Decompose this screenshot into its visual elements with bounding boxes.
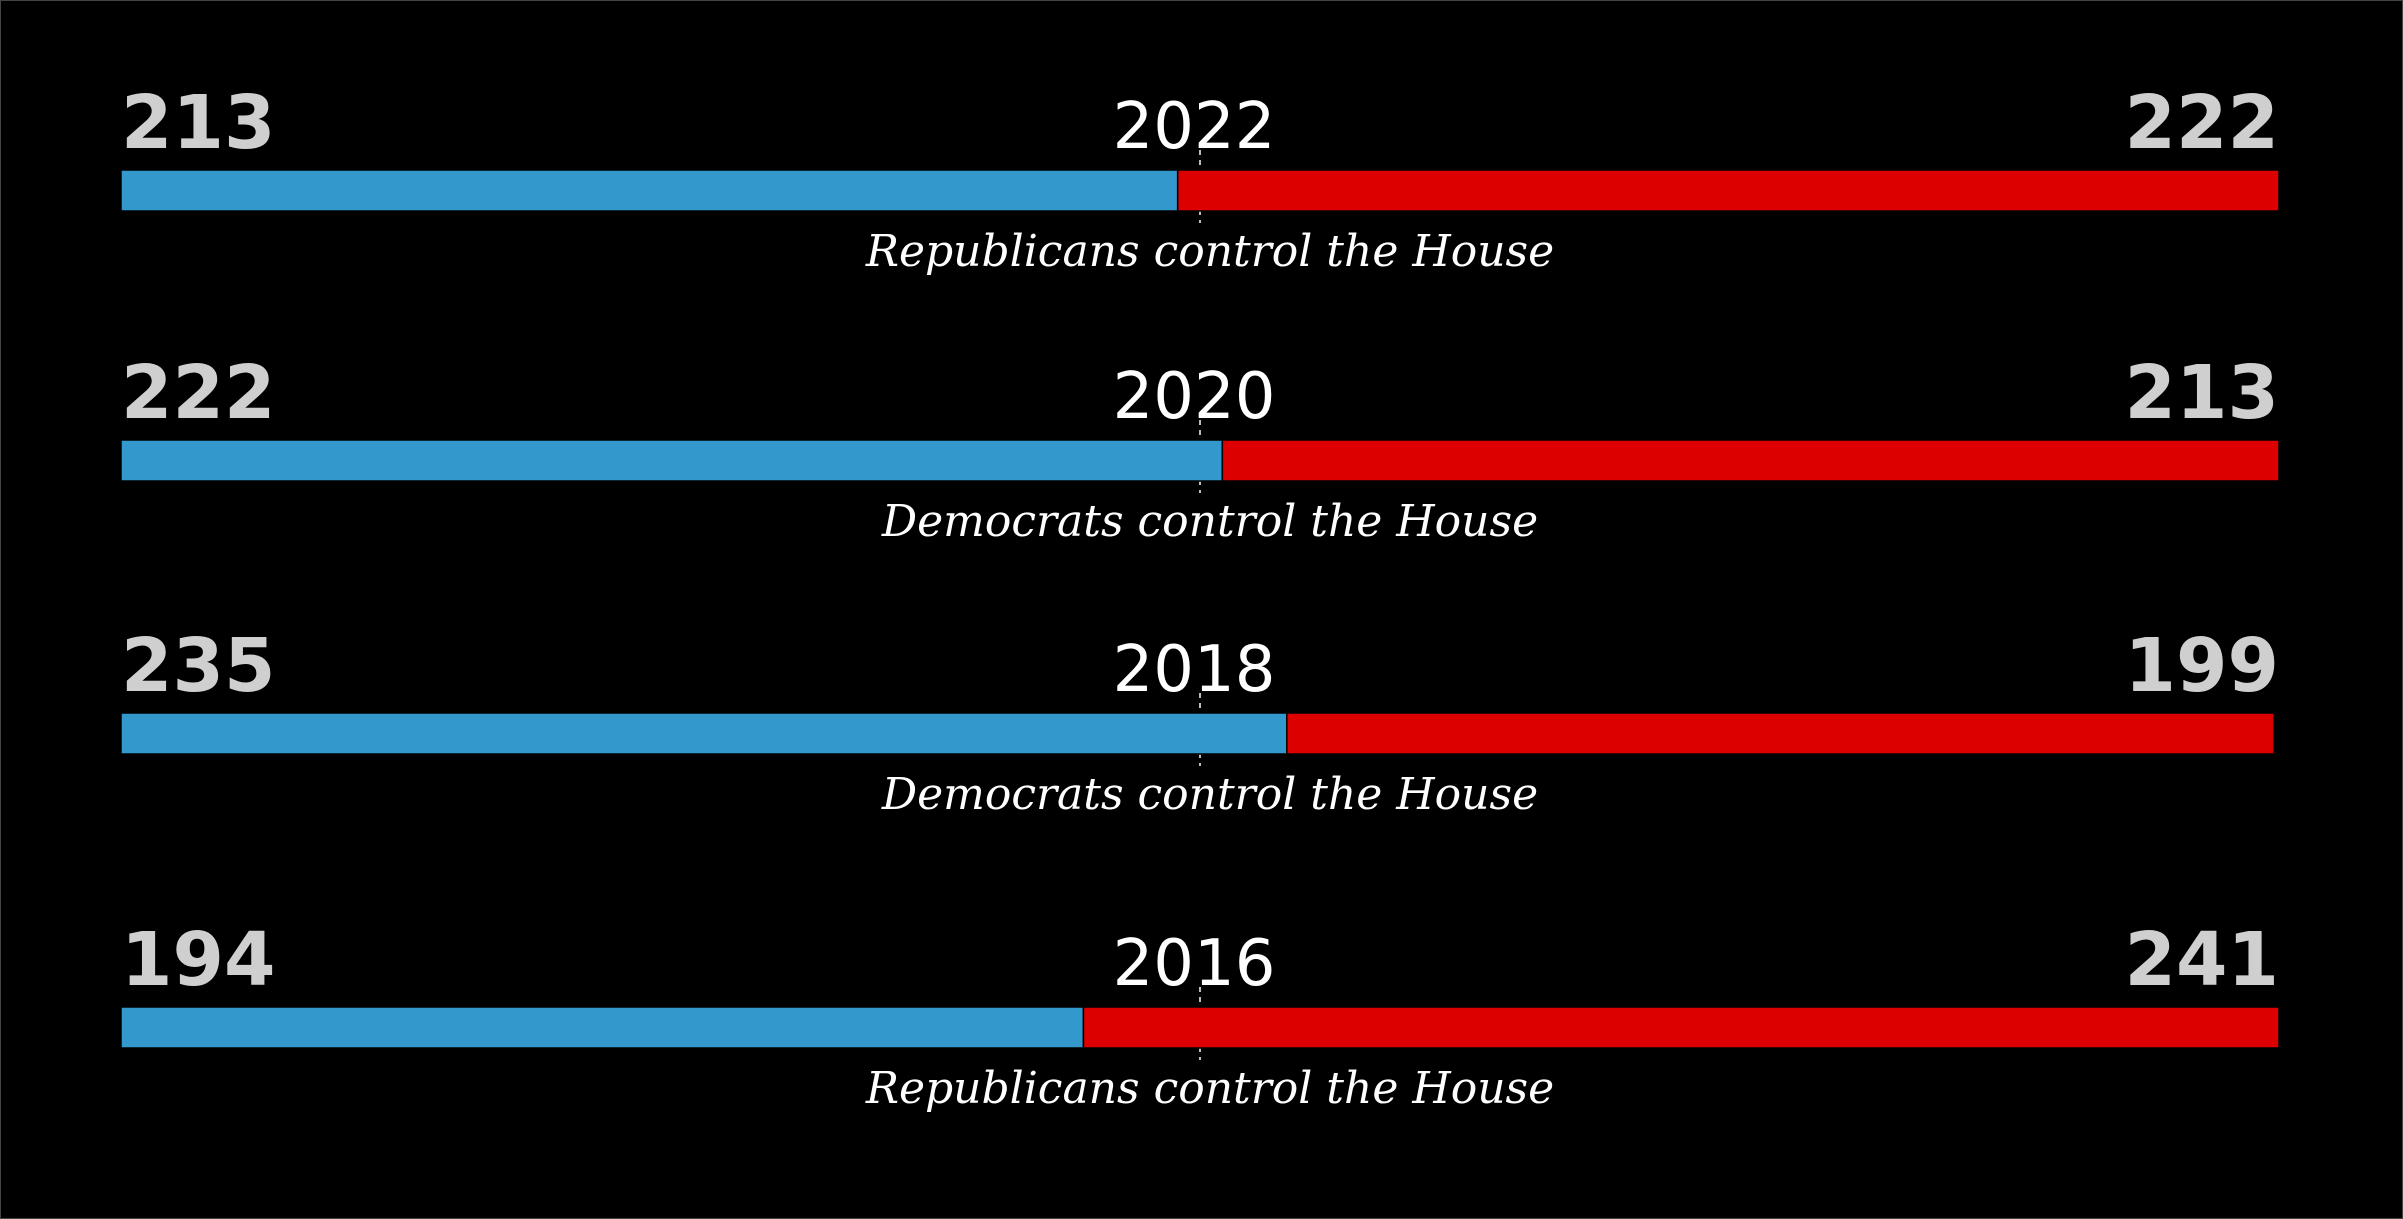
value-label: 213 [2125, 350, 2279, 436]
annotation: Republicans control the House [865, 1063, 1554, 1114]
bar-segment [1221, 439, 2280, 482]
bar-segment [120, 1006, 1085, 1049]
bar-segment [1082, 1006, 2280, 1049]
category-label: 2022 [1113, 90, 1276, 164]
value-label: 235 [121, 623, 275, 709]
category-label: 2020 [1113, 360, 1276, 434]
annotation: Republicans control the House [865, 226, 1554, 277]
value-label: 199 [2125, 623, 2279, 709]
category-label: 2018 [1113, 633, 1276, 707]
bar-segment [120, 439, 1224, 482]
bar-segment [1176, 169, 2280, 212]
value-label: 222 [2125, 80, 2279, 166]
value-label: 213 [121, 80, 275, 166]
value-label: 241 [2125, 917, 2279, 1003]
value-label: 194 [121, 917, 275, 1003]
bar-segment [1286, 712, 2275, 755]
bar-segment [120, 169, 1179, 212]
category-label: 2016 [1113, 927, 1276, 1001]
value-label: 222 [121, 350, 275, 436]
annotation: Democrats control the House [881, 496, 1538, 547]
bar-segment [120, 712, 1288, 755]
annotation: Democrats control the House [881, 769, 1538, 820]
